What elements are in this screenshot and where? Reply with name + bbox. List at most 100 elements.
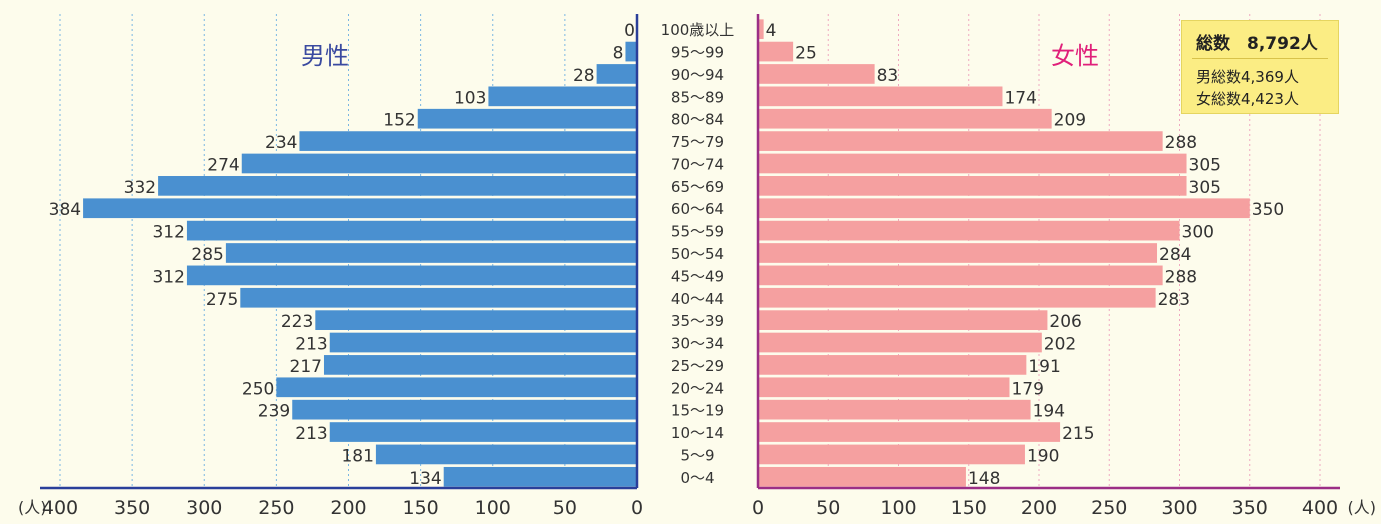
male-value-label: 312 — [152, 223, 184, 243]
male-x-tick-label: 0 — [631, 497, 643, 519]
female-bar — [758, 422, 1061, 442]
female-bar — [758, 444, 1025, 465]
male-bar — [225, 243, 637, 263]
male-value-label: 274 — [207, 155, 239, 175]
female-bar — [758, 466, 966, 487]
female-x-tick-label: 300 — [1161, 497, 1197, 519]
male-value-label: 0 — [624, 21, 635, 41]
female-bar — [758, 265, 1163, 286]
female-x-tick-label: 250 — [1091, 497, 1127, 519]
summary-female-total: 女総数4,423人 — [1196, 90, 1299, 108]
female-bar — [758, 310, 1048, 330]
age-group-label: 85～89 — [671, 88, 724, 106]
age-group-label: 35～39 — [671, 312, 724, 330]
female-value-label: 148 — [968, 469, 1000, 489]
age-group-label: 90～94 — [671, 66, 724, 84]
male-bar — [329, 422, 637, 442]
female-value-label: 194 — [1033, 402, 1065, 422]
male-bar — [299, 131, 637, 151]
female-bar — [758, 355, 1027, 375]
female-bar — [758, 41, 794, 62]
female-value-label: 83 — [877, 66, 899, 86]
female-bar — [758, 131, 1163, 151]
male-x-tick-label: 200 — [330, 497, 366, 519]
male-value-label: 275 — [206, 290, 238, 310]
male-x-tick-label: 100 — [475, 497, 511, 519]
female-value-label: 305 — [1189, 155, 1221, 175]
male-value-label: 234 — [265, 133, 297, 153]
male-value-label: 285 — [191, 245, 223, 265]
female-unit-label: (人) — [1348, 498, 1377, 517]
male-bar — [276, 377, 637, 398]
male-value-label: 152 — [383, 111, 415, 131]
male-value-label: 28 — [573, 66, 595, 86]
female-value-label: 206 — [1049, 312, 1081, 332]
female-value-label: 284 — [1159, 245, 1191, 265]
male-bar — [488, 86, 637, 107]
age-group-label: 70～74 — [671, 155, 724, 173]
male-bar — [315, 310, 637, 330]
female-bar — [758, 176, 1187, 196]
male-bar — [443, 466, 637, 487]
age-group-label: 20～24 — [671, 379, 724, 397]
male-bar — [158, 176, 637, 196]
male-value-label: 134 — [409, 469, 441, 489]
female-value-label: 288 — [1165, 133, 1197, 153]
age-group-label: 60～64 — [671, 200, 724, 218]
age-group-label: 0～4 — [680, 469, 714, 487]
male-bar — [625, 41, 637, 62]
age-group-label: 40～44 — [671, 290, 724, 308]
male-x-tick-label: 250 — [258, 497, 294, 519]
male-bar — [292, 399, 637, 420]
female-series-title: 女性 — [1051, 42, 1099, 70]
male-value-label: 181 — [341, 446, 373, 466]
summary-box: 総数 8,792人 男総数4,369人 女総数4,423人 — [1181, 20, 1339, 114]
female-bar — [758, 153, 1187, 174]
female-value-label: 305 — [1189, 178, 1221, 198]
male-value-label: 312 — [152, 267, 184, 287]
female-value-label: 179 — [1011, 379, 1043, 399]
female-value-label: 288 — [1165, 267, 1197, 287]
male-value-label: 223 — [281, 312, 313, 332]
female-bar — [758, 243, 1158, 263]
male-x-tick-label: 350 — [114, 497, 150, 519]
age-group-label: 95～99 — [671, 44, 724, 62]
age-group-label: 65～69 — [671, 178, 724, 196]
age-group-label: 25～29 — [671, 357, 724, 375]
female-bar — [758, 377, 1010, 398]
female-value-label: 202 — [1044, 335, 1076, 355]
summary-total: 総数 8,792人 — [1196, 34, 1318, 54]
male-bar — [241, 153, 637, 174]
male-value-label: 8 — [613, 44, 624, 64]
female-value-label: 300 — [1182, 223, 1214, 243]
male-x-tick-label: 50 — [553, 497, 577, 519]
male-unit-label: (人) — [18, 498, 47, 517]
summary-male-total: 男総数4,369人 — [1196, 68, 1299, 86]
female-bar — [758, 399, 1031, 420]
male-value-label: 217 — [290, 357, 322, 377]
female-bar — [758, 19, 764, 40]
female-x-tick-label: 150 — [951, 497, 987, 519]
female-value-label: 209 — [1054, 111, 1086, 131]
female-value-label: 283 — [1158, 290, 1190, 310]
male-bar — [240, 287, 637, 308]
male-bar — [329, 332, 637, 353]
age-group-label: 55～59 — [671, 223, 724, 241]
female-x-tick-label: 400 — [1302, 497, 1338, 519]
summary-divider — [1192, 58, 1328, 59]
age-group-label: 80～84 — [671, 111, 724, 129]
male-bar — [375, 444, 637, 465]
female-bar — [758, 64, 875, 84]
female-x-tick-label: 200 — [1021, 497, 1057, 519]
male-value-label: 250 — [242, 379, 274, 399]
female-x-tick-label: 50 — [816, 497, 840, 519]
male-bar — [186, 265, 637, 286]
male-value-label: 239 — [258, 402, 290, 422]
female-value-label: 350 — [1252, 200, 1284, 220]
female-bar — [758, 86, 1003, 107]
female-value-label: 4 — [766, 21, 777, 41]
male-x-tick-label: 300 — [186, 497, 222, 519]
female-bar — [758, 198, 1250, 219]
male-series-title: 男性 — [301, 42, 349, 70]
